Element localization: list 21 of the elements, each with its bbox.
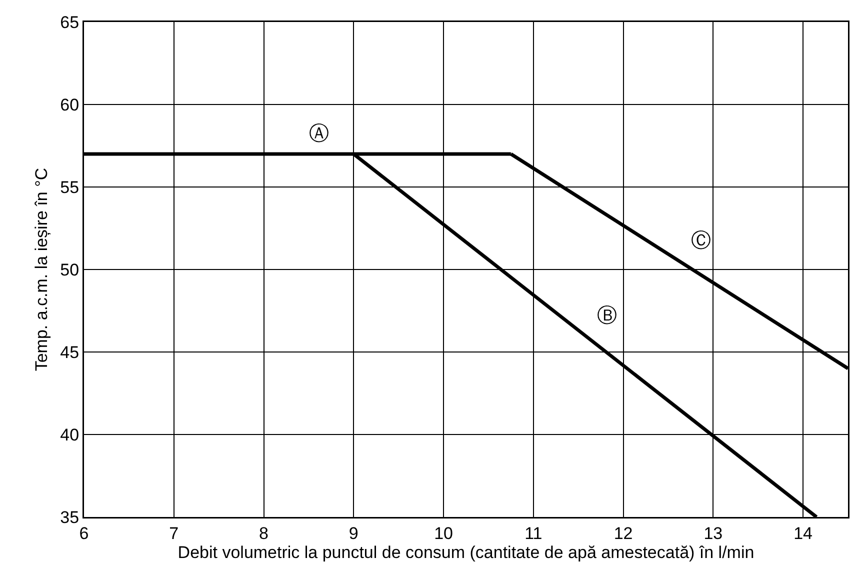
x-axis-title: Debit volumetric la punctul de consum (cantitate de apă amestecată) în l/min [178,543,754,562]
y-tick-label: 50 [60,260,80,280]
x-tick-label: 13 [704,524,723,543]
y-tick-label: 35 [60,508,80,527]
y-axis-title: Temp. a.c.m. la ieșire în °C [32,168,51,372]
x-tick-label: 8 [259,524,268,543]
x-tick-label: 14 [794,524,813,543]
y-tick-label: 55 [60,178,80,197]
x-tick-label: 10 [434,524,453,543]
series-label: Ⓐ [309,123,329,145]
y-tick-label: 45 [60,342,80,362]
series-label: Ⓑ [597,305,617,327]
y-tick-label: 65 [60,12,80,32]
x-tick-label: 11 [524,524,542,543]
y-tick-label: 60 [60,95,80,114]
x-tick-label: 7 [169,524,179,543]
x-tick-label: 6 [79,524,89,543]
x-tick-label: 12 [614,524,633,543]
y-tick-label: 40 [60,425,80,444]
x-tick-label: 9 [348,524,358,543]
series-label: Ⓒ [691,230,711,252]
